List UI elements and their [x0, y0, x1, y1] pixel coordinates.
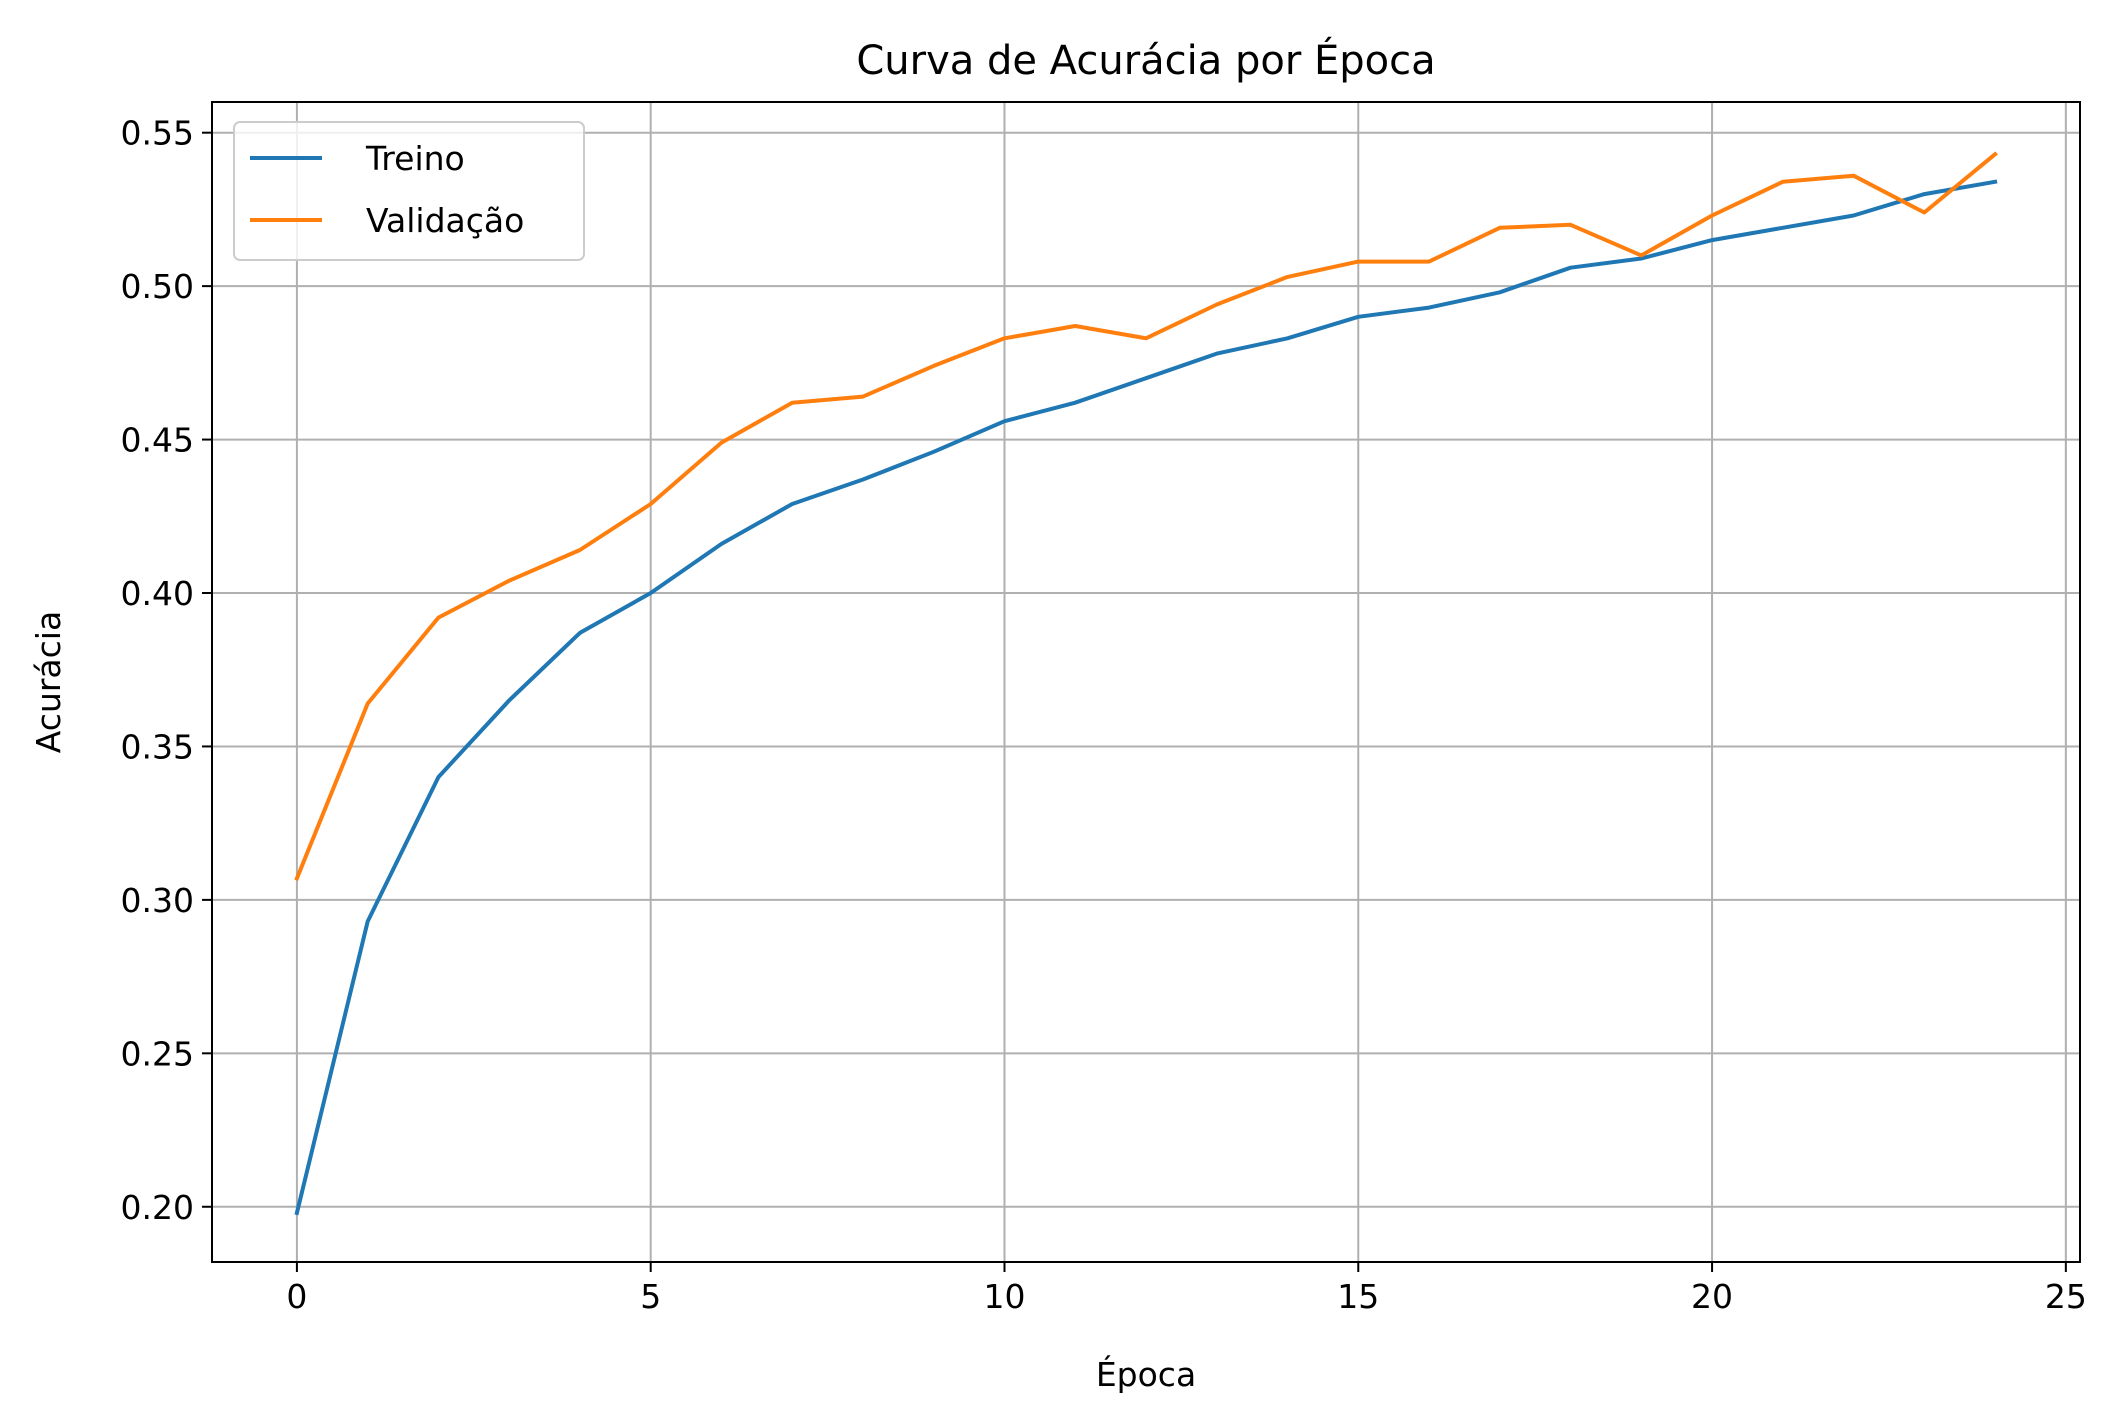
y-tick-label: 0.35 — [121, 727, 194, 766]
y-tick-label: 0.30 — [121, 881, 194, 920]
y-tick-label: 0.45 — [121, 421, 194, 460]
legend-label-treino: Treino — [365, 139, 465, 178]
y-axis-label: Acurácia — [29, 611, 68, 753]
y-tick-label: 0.25 — [121, 1034, 194, 1073]
x-tick-label: 15 — [1337, 1277, 1379, 1316]
y-tick-label: 0.50 — [121, 267, 194, 306]
x-tick-label: 10 — [983, 1277, 1025, 1316]
x-axis-label: Época — [1096, 1354, 1196, 1394]
x-tick-label: 25 — [2045, 1277, 2087, 1316]
axis-ticks: 0 5 10 15 20 25 0.20 0.25 0.30 0.35 0.40 0.45 0.50 0.… — [121, 114, 2087, 1316]
x-tick-label: 0 — [286, 1277, 307, 1316]
series-line-validacao — [294, 151, 1998, 882]
series-line-treino — [294, 179, 1998, 1216]
chart-title: Curva de Acurácia por Época — [856, 36, 1435, 84]
x-tick-label: 20 — [1691, 1277, 1733, 1316]
series-lines — [294, 151, 1998, 1216]
axes-frame — [211, 101, 2081, 1263]
legend-label-validacao: Validação — [366, 201, 524, 240]
x-tick-label: 5 — [640, 1277, 661, 1316]
y-tick-label: 0.40 — [121, 574, 194, 613]
y-tick-label: 0.55 — [121, 114, 194, 153]
y-tick-label: 0.20 — [121, 1188, 194, 1227]
grid-lines — [212, 102, 2080, 1262]
legend: Treino Validação — [233, 121, 585, 261]
